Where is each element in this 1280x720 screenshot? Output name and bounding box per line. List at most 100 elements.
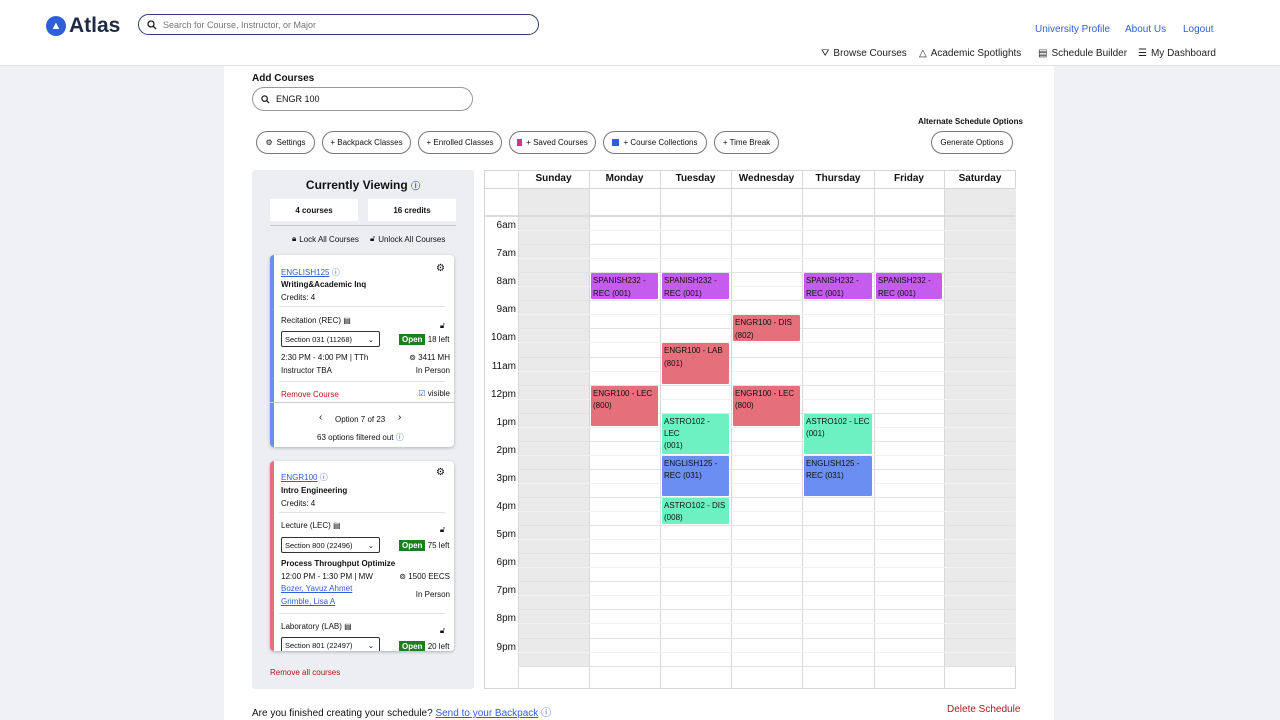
info-icon[interactable]: ⓘ [331,268,340,277]
lock-icon[interactable]: 🔓︎ [439,525,445,534]
atlas-logo-icon: ▲ [46,16,66,36]
section-select[interactable]: Section 031 (11268) ⌄ [281,331,380,347]
meeting-time: 2:30 PM - 4:00 PM | TTh [281,353,369,362]
calendar-event[interactable]: ENGR100 - LEC (800) [591,385,658,426]
course-code[interactable]: ENGLISH125 [281,268,330,277]
university-profile-link[interactable]: University Profile [1035,24,1111,35]
time-label: 6am [496,220,516,231]
hour-line [518,300,1015,302]
next-option-icon[interactable]: › [398,412,402,423]
prev-option-icon[interactable]: ‹ [319,412,323,423]
calendar-event[interactable]: ENGR100 - DIS (802) [733,315,800,342]
button-label: Generate Options [940,138,1004,147]
nav-schedule-builder[interactable]: ▤ Schedule Builder [1038,48,1127,59]
schedule-calendar: Sunday Monday Tuesday Wednesday Thursday Frid… [484,170,1016,689]
calendar-icon: ▤ [1038,48,1048,59]
course-count-chip: 4 courses [270,199,358,221]
chevron-down-icon: ⌄ [367,640,374,650]
info-icon[interactable]: ⓘ [411,181,421,191]
button-label: + Backpack Classes [330,138,403,147]
about-us-link[interactable]: About Us [1125,24,1167,35]
enrolled-classes-button[interactable]: + Enrolled Classes [418,131,502,154]
add-course-search[interactable]: ENGR 100 [252,87,473,111]
checkbox-icon[interactable]: ☑ [418,389,426,398]
generate-options-button[interactable]: Generate Options [931,131,1013,154]
nav-academic-spotlights[interactable]: △ Academic Spotlights [919,48,1021,59]
document-icon[interactable]: ▤ [344,622,352,631]
time-label: 10am [490,332,516,344]
time-label: 1pm [496,416,516,428]
remove-course-link[interactable]: Remove Course [281,390,339,399]
lock-icon[interactable]: 🔓︎ [439,321,445,330]
day-header-tuesday: Tuesday [675,173,716,184]
course-code-link[interactable]: ENGLISH125 ⓘ [281,267,340,278]
event-section: REC (031) [806,471,844,481]
time-label: 8pm [496,613,516,625]
event-section: REC (001) [593,288,631,298]
global-search-input[interactable] [163,19,513,30]
gear-icon[interactable]: ⚙ [436,263,445,274]
time-label: 2pm [496,444,516,456]
event-course: SPANISH232 - [664,276,717,286]
saved-courses-button[interactable]: + Saved Courses [509,131,596,154]
calendar-event[interactable]: ENGR100 - LAB (801) [662,343,729,384]
section-select[interactable]: Section 801 (22497) ⌄ [281,637,380,651]
nav-browse-courses[interactable]: ⛛ Browse Courses [821,48,907,59]
day-column-line [944,171,945,688]
course-code[interactable]: ENGR100 [281,473,318,482]
event-course: ENGR100 - LEC [735,388,795,398]
lock-icon[interactable]: 🔓︎ [439,626,445,635]
delete-schedule-button[interactable]: Delete Schedule [947,704,1021,715]
event-section: (800) [593,400,612,410]
logout-link[interactable]: Logout [1183,24,1214,35]
instructor-link[interactable]: Grimble, Lisa A [281,597,336,606]
section-select[interactable]: Section 800 (22496) ⌄ [281,537,380,553]
document-icon[interactable]: ▤ [333,521,341,530]
calendar-event[interactable]: ENGLISH125 - REC (031) [804,455,872,496]
calendar-event[interactable]: ENGLISH125 - REC (031) [662,455,729,496]
nav-my-dashboard[interactable]: ☰ My Dashboard [1138,48,1216,59]
lock-all-button[interactable]: 🔒︎ Lock All Courses [292,234,359,244]
info-icon[interactable]: ⓘ [319,473,328,482]
calendar-event[interactable]: ASTRO102 - LEC (001) [662,413,729,454]
remove-all-courses-link[interactable]: Remove all courses [270,668,341,677]
event-course: ASTRO102 - DIS [664,501,726,510]
day-header-saturday: Saturday [958,173,1002,184]
calendar-event[interactable]: SPANISH232 - REC (001) [876,273,942,300]
open-badge: Open [399,540,426,551]
calendar-event[interactable]: ASTRO102 - DIS (008) [662,498,729,525]
unlock-all-button[interactable]: 🔓︎ Unlock All Courses [370,234,445,244]
document-icon[interactable]: ▤ [343,316,351,325]
spotlight-icon: △ [919,48,927,59]
info-icon[interactable]: ⓘ [541,708,552,719]
add-course-input-value[interactable]: ENGR 100 [276,94,320,104]
time-label: 7pm [496,585,516,597]
select-value: Section 800 (22496) [285,540,353,550]
event-course: SPANISH232 - [593,276,646,286]
divider [270,225,456,226]
course-card-engr100: ENGR100 ⓘ ⚙ Intro Engineering Credits: 4… [270,461,454,651]
select-value: Section 031 (11268) [285,334,352,344]
course-code-link[interactable]: ENGR100 ⓘ [281,472,328,483]
event-section: (801) [664,358,683,368]
event-section: (001) [806,429,825,439]
settings-button[interactable]: ⚙ Settings [256,131,315,154]
time-break-button[interactable]: + Time Break [714,131,779,154]
visible-toggle[interactable]: ☑ visible [418,389,450,398]
calendar-event[interactable]: SPANISH232 - REC (001) [804,273,872,300]
calendar-event[interactable]: ENGR100 - LEC (800) [733,385,800,426]
backpack-classes-button[interactable]: + Backpack Classes [322,131,411,154]
info-icon[interactable]: ⓘ [395,433,404,442]
logo-text: Atlas [69,14,121,37]
global-search[interactable] [138,14,539,35]
button-label: + Enrolled Classes [426,138,494,147]
calendar-event[interactable]: ASTRO102 - LEC (001) [804,413,872,454]
atlas-logo[interactable]: ▲ Atlas [46,14,120,38]
course-collections-button[interactable]: + Course Collections [603,131,707,154]
instructor-link[interactable]: Bozer, Yavuz Ahmet [281,584,353,593]
hour-line [518,553,1015,555]
send-to-backpack-link[interactable]: Send to your Backpack [435,708,539,719]
calendar-event[interactable]: SPANISH232 - REC (001) [591,273,658,300]
gear-icon[interactable]: ⚙ [436,467,445,478]
calendar-event[interactable]: SPANISH232 - REC (001) [662,273,729,300]
